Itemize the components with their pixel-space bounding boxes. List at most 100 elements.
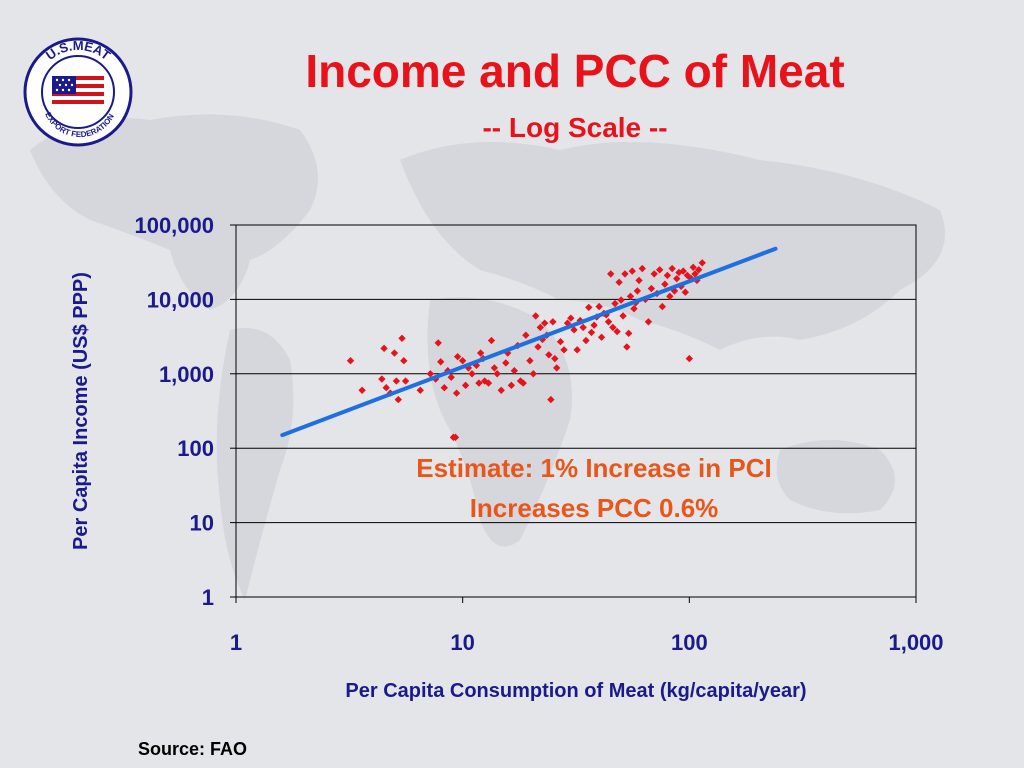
data-point xyxy=(346,357,355,365)
data-point xyxy=(551,354,559,363)
x-tick-label: 100 xyxy=(671,630,708,655)
data-point xyxy=(468,370,476,378)
data-point xyxy=(426,370,435,378)
data-point xyxy=(532,312,540,320)
data-point xyxy=(689,263,697,271)
data-point xyxy=(522,331,530,339)
slide-title: Income and PCC of Meat xyxy=(305,45,845,97)
data-point xyxy=(380,344,388,353)
data-point xyxy=(392,377,401,385)
y-axis-ticks: 1 10 100 1,000 10,000 100,000 xyxy=(134,213,236,610)
y-tick-label: 100 xyxy=(177,436,214,461)
data-point xyxy=(619,312,627,320)
data-point xyxy=(484,379,493,387)
data-point xyxy=(656,266,664,274)
data-point xyxy=(609,323,617,332)
data-point xyxy=(394,395,402,404)
data-point xyxy=(526,357,534,365)
data-point xyxy=(476,349,485,357)
data-point xyxy=(507,381,516,390)
data-point xyxy=(461,381,470,390)
data-point xyxy=(628,267,636,275)
data-point xyxy=(519,379,527,387)
data-point xyxy=(615,278,623,286)
y-tick-label: 10 xyxy=(190,511,214,536)
slide-subtitle: -- Log Scale -- xyxy=(482,112,668,143)
data-point xyxy=(582,336,590,345)
grid-lines xyxy=(236,224,916,598)
data-point xyxy=(545,351,553,359)
y-tick-label: 10,000 xyxy=(147,287,214,312)
data-point xyxy=(401,377,410,385)
data-point xyxy=(502,359,510,367)
data-point xyxy=(458,357,467,365)
data-point xyxy=(579,323,587,332)
us-meat-export-federation-logo: U.S.MEAT EXPORT FEDERATION xyxy=(23,37,133,147)
data-point xyxy=(647,284,656,293)
data-point xyxy=(695,266,703,274)
trend-line xyxy=(280,246,778,438)
x-axis-label: Per Capita Consumption of Meat (kg/capit… xyxy=(345,680,806,702)
x-tick-label: 1,000 xyxy=(888,630,943,655)
data-point xyxy=(475,379,483,387)
data-point xyxy=(621,270,629,278)
data-point xyxy=(447,373,455,381)
data-point xyxy=(434,339,442,347)
data-point xyxy=(617,296,625,304)
data-point xyxy=(497,386,505,394)
data-point xyxy=(573,346,581,354)
data-point xyxy=(604,318,613,326)
data-point xyxy=(390,349,399,357)
data-point xyxy=(597,333,606,341)
data-point xyxy=(493,370,501,378)
data-point xyxy=(698,259,706,267)
data-point xyxy=(416,386,424,394)
data-point xyxy=(398,334,406,342)
annotation-line-1: Estimate: 1% Increase in PCI xyxy=(416,453,771,483)
data-point xyxy=(638,264,646,273)
data-point xyxy=(556,338,565,346)
data-point xyxy=(691,270,699,278)
data-point xyxy=(510,367,518,375)
y-tick-label: 100,000 xyxy=(134,213,214,238)
data-point xyxy=(540,319,549,327)
data-point xyxy=(452,389,461,397)
data-point xyxy=(685,354,694,363)
data-point xyxy=(451,433,460,442)
data-point xyxy=(644,318,653,326)
data-point xyxy=(587,328,596,337)
data-point xyxy=(560,346,568,354)
data-point xyxy=(590,321,598,329)
data-point xyxy=(534,343,542,351)
data-point xyxy=(668,264,676,273)
y-tick-label: 1,000 xyxy=(159,362,214,387)
data-point xyxy=(650,270,658,278)
data-point xyxy=(400,357,408,365)
data-point xyxy=(453,352,462,361)
x-axis-ticks: 1 10 100 1,000 xyxy=(230,597,944,655)
data-point xyxy=(547,395,555,404)
data-point xyxy=(611,299,619,308)
data-point xyxy=(681,288,689,296)
data-point xyxy=(358,386,366,394)
data-point xyxy=(437,358,445,366)
data-point xyxy=(536,323,544,332)
data-point xyxy=(570,326,578,334)
data-point xyxy=(382,384,390,392)
data-point xyxy=(487,336,496,345)
data-point xyxy=(378,375,386,383)
source-note: Source: FAO xyxy=(138,739,248,759)
data-point xyxy=(633,287,642,295)
data-point xyxy=(658,302,666,311)
data-point xyxy=(661,280,669,288)
data-point xyxy=(663,271,672,280)
x-tick-label: 10 xyxy=(450,630,474,655)
data-point xyxy=(585,303,593,312)
data-point xyxy=(440,384,449,392)
data-point xyxy=(635,276,643,285)
y-tick-label: 1 xyxy=(202,585,214,610)
y-axis-label: Per Capita Income (US$ PPP) xyxy=(70,272,92,550)
data-point xyxy=(626,292,635,300)
